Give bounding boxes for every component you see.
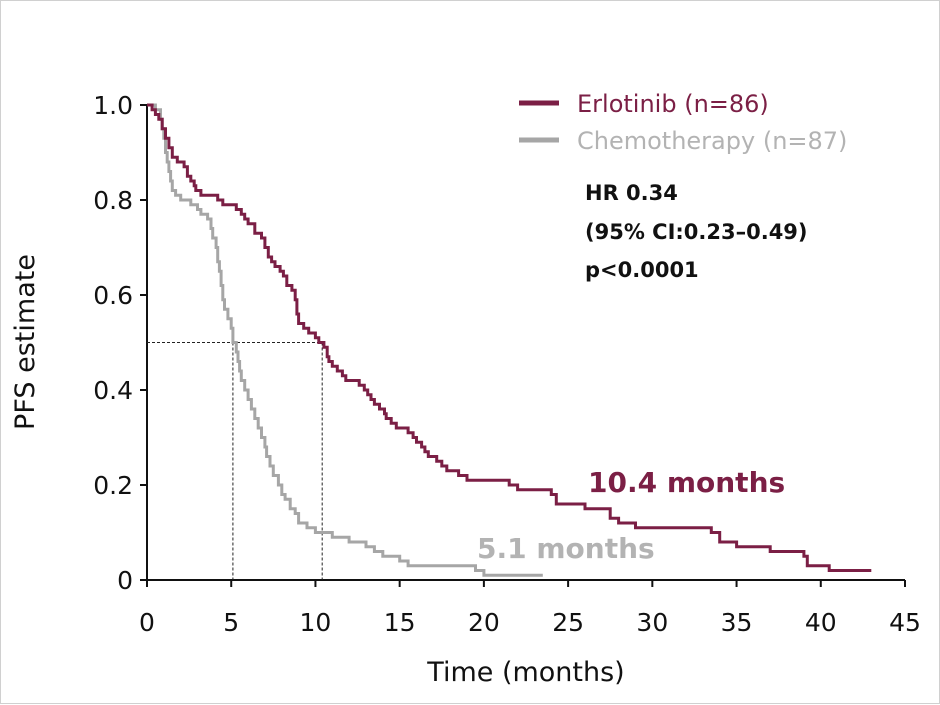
x-tick-label-15: 15: [384, 608, 416, 637]
y-tick-label-0: 0: [117, 566, 133, 595]
erlotinib-curve: [147, 103, 872, 572]
x-tick-label-35: 35: [721, 608, 753, 637]
y-tick-label-1: 1.0: [93, 91, 133, 120]
y-axis-title: PFS estimate: [10, 254, 41, 430]
x-tick-label-10: 10: [300, 608, 332, 637]
hazard-ratio-label: HR 0.34: [585, 181, 678, 205]
x-tick-label-30: 30: [636, 608, 668, 637]
x-tick-label-0: 0: [139, 608, 155, 637]
y-tick-label-0.6: 0.6: [93, 281, 133, 310]
x-tick-label-40: 40: [805, 608, 837, 637]
x-tick-label-45: 45: [889, 608, 921, 637]
y-tick-label-0.8: 0.8: [93, 186, 133, 215]
survival-curves: [147, 103, 872, 577]
legend-chemotherapy-label: Chemotherapy (n=87): [577, 127, 847, 155]
x-axis-title: Time (months): [426, 657, 624, 688]
legend-erlotinib-label: Erlotinib (n=86): [577, 90, 769, 118]
x-tick-label-25: 25: [552, 608, 584, 637]
p-value-label: p<0.0001: [585, 258, 699, 282]
legend: Erlotinib (n=86) Chemotherapy (n=87): [519, 90, 847, 155]
chemotherapy-curve: [147, 103, 543, 577]
y-tick-label-0.4: 0.4: [93, 376, 133, 405]
axes: 0 5 10 15 20 25 30 35 40 45 0 0.2 0.4 0.6 0.8 1.0: [93, 91, 921, 637]
median-reference-lines: [147, 342, 323, 580]
chemotherapy-median-label: 5.1 months: [477, 532, 655, 565]
confidence-interval-label: (95% CI:0.23–0.49): [585, 220, 808, 244]
y-tick-label-0.2: 0.2: [93, 471, 133, 500]
x-tick-label-5: 5: [223, 608, 239, 637]
x-tick-label-20: 20: [468, 608, 500, 637]
erlotinib-median-label: 10.4 months: [588, 466, 785, 499]
